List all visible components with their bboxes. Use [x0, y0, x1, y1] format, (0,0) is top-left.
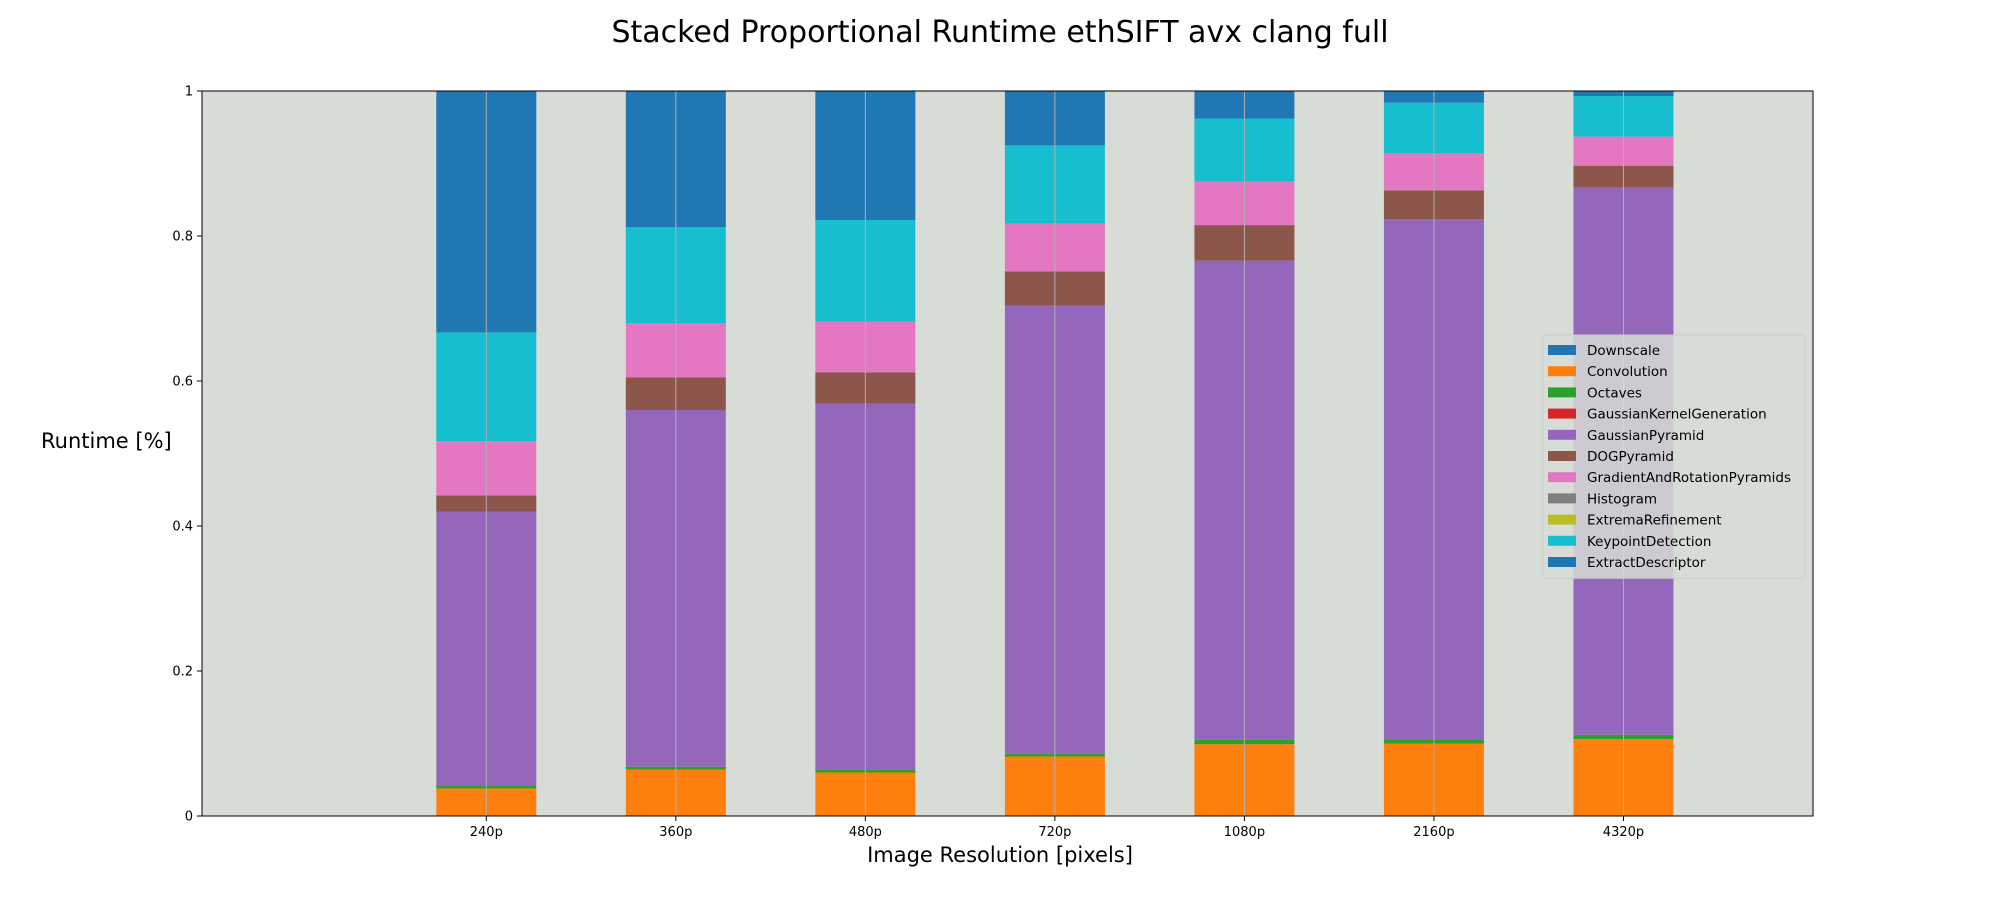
y-tick-label: 0: [185, 810, 193, 825]
legend-swatch: [1548, 387, 1576, 398]
legend-swatch: [1548, 366, 1576, 377]
x-axis-ticks: 240p 360p 480p 720p 1080p 2160p 4320p: [470, 816, 1644, 840]
chart-title: Stacked Proportional Runtime ethSIFT avx…: [611, 15, 1388, 50]
legend-label: Convolution: [1587, 364, 1668, 380]
legend-swatch: [1548, 472, 1576, 483]
legend-label: ExtractDescriptor: [1587, 555, 1706, 571]
x-tick-label: 2160p: [1413, 825, 1454, 840]
legend-label: Histogram: [1587, 491, 1657, 507]
y-axis-ticks: 0 0.2 0.4 0.6 0.8 1: [172, 85, 202, 825]
plot-frame: [201, 90, 1814, 817]
legend-label: Downscale: [1587, 343, 1660, 359]
legend-swatch: [1548, 514, 1576, 525]
y-tick-label: 1: [185, 85, 193, 100]
legend-label: DOGPyramid: [1587, 449, 1674, 465]
x-tick-label: 480p: [849, 825, 882, 840]
legend-swatch: [1548, 345, 1576, 355]
y-tick-label: 0.8: [172, 230, 193, 245]
x-tick-label: 720p: [1038, 825, 1071, 840]
y-tick-label: 0.4: [172, 520, 193, 535]
x-tick-label: 4320p: [1603, 825, 1644, 840]
x-tick-label: 1080p: [1224, 825, 1265, 840]
legend-swatch: [1548, 535, 1576, 546]
legend: Downscale Convolution Octaves GaussianKerne…: [1542, 334, 1806, 579]
x-tick-label: 360p: [659, 825, 692, 840]
y-axis-label: Runtime [%]: [41, 429, 172, 453]
x-axis-label: Image Resolution [pixels]: [867, 843, 1133, 867]
legend-label: GaussianPyramid: [1587, 428, 1704, 444]
y-tick-label: 0.6: [172, 375, 193, 390]
legend-swatch: [1548, 493, 1576, 504]
legend-label: KeypointDetection: [1587, 534, 1712, 550]
y-tick-label: 0.2: [172, 665, 193, 680]
legend-label: GaussianKernelGeneration: [1587, 407, 1767, 423]
legend-label: ExtremaRefinement: [1587, 513, 1722, 529]
x-tick-label: 240p: [470, 825, 503, 840]
legend-swatch: [1548, 408, 1576, 419]
legend-swatch: [1548, 557, 1576, 567]
legend-label: GradientAndRotationPyramids: [1587, 470, 1791, 486]
legend-swatch: [1548, 451, 1576, 461]
legend-box: [1542, 334, 1806, 579]
legend-label: Octaves: [1587, 385, 1642, 401]
legend-swatch: [1548, 429, 1576, 440]
